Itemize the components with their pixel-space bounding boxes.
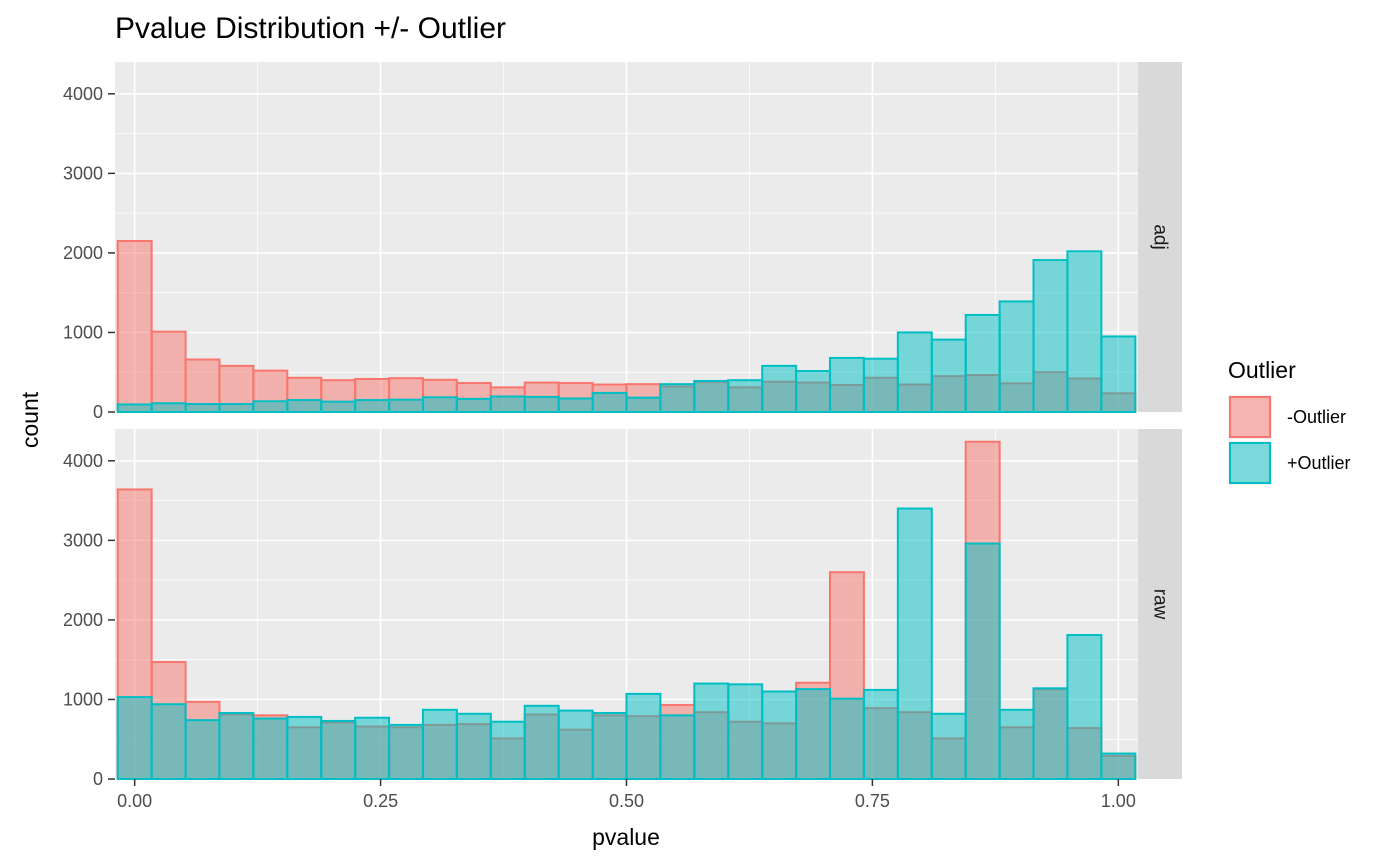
bar bbox=[998, 708, 1035, 781]
bar bbox=[761, 690, 798, 780]
bar bbox=[150, 402, 187, 413]
bar bbox=[523, 395, 560, 413]
chart-title: Pvalue Distribution +/- Outlier bbox=[115, 12, 506, 45]
bar bbox=[286, 399, 323, 413]
legend: -Outlier +Outlier bbox=[1228, 395, 1351, 485]
bar bbox=[727, 683, 764, 780]
bar bbox=[693, 682, 730, 781]
y-tick-label: 4000 bbox=[63, 84, 103, 104]
legend-key-swatch bbox=[1229, 442, 1271, 484]
bar bbox=[252, 400, 289, 413]
bar bbox=[828, 697, 865, 781]
bar bbox=[659, 383, 696, 413]
bar bbox=[218, 403, 255, 413]
y-axis-title: count bbox=[17, 391, 43, 448]
bar bbox=[320, 719, 357, 781]
facet-strip-label: raw bbox=[1150, 589, 1171, 620]
facet-strip bbox=[1138, 429, 1182, 779]
bar bbox=[693, 379, 730, 413]
bar bbox=[591, 391, 628, 413]
bar bbox=[930, 712, 967, 780]
bar bbox=[828, 356, 865, 413]
bar bbox=[116, 696, 153, 780]
x-tick-label: 0.75 bbox=[855, 791, 890, 811]
bar bbox=[930, 338, 967, 414]
bar bbox=[557, 709, 594, 780]
bar bbox=[421, 396, 458, 413]
series-plus-outlier bbox=[116, 250, 1137, 414]
bar bbox=[489, 395, 526, 414]
facet-panel-raw: 0 1000 2000 3000 4000 raw bbox=[63, 429, 1182, 789]
legend-label: -Outlier bbox=[1287, 407, 1346, 427]
x-tick-label: 0.00 bbox=[117, 791, 152, 811]
bar bbox=[795, 370, 832, 413]
x-axis: 0.00 0.25 0.50 0.75 1.00 bbox=[117, 779, 1136, 811]
y-tick-label: 0 bbox=[93, 402, 103, 422]
bar bbox=[964, 542, 1001, 781]
bar bbox=[320, 400, 357, 413]
bar bbox=[862, 357, 899, 414]
bar bbox=[421, 708, 458, 781]
legend-item: +Outlier bbox=[1228, 441, 1351, 485]
bar bbox=[1066, 634, 1103, 780]
bar bbox=[286, 715, 323, 780]
bar bbox=[557, 397, 594, 413]
legend-label: +Outlier bbox=[1287, 453, 1351, 473]
bar bbox=[964, 313, 1001, 414]
y-tick-label: 3000 bbox=[63, 530, 103, 550]
y-tick-label: 3000 bbox=[63, 163, 103, 183]
bar bbox=[150, 703, 187, 781]
bar bbox=[896, 331, 933, 414]
bar bbox=[625, 396, 662, 414]
bar bbox=[116, 403, 153, 413]
bar bbox=[1032, 259, 1069, 413]
bar bbox=[388, 723, 425, 781]
bar bbox=[523, 704, 560, 780]
y-tick-label: 0 bbox=[93, 769, 103, 789]
facet-strip-label: adj bbox=[1150, 224, 1171, 249]
bar bbox=[218, 711, 255, 781]
bar bbox=[998, 300, 1035, 414]
legend-key-swatch bbox=[1229, 396, 1271, 438]
bar bbox=[591, 711, 628, 781]
y-tick-label: 1000 bbox=[63, 322, 103, 342]
bar bbox=[455, 712, 492, 780]
bar bbox=[150, 330, 187, 413]
bar bbox=[184, 719, 221, 780]
facet-panel-adj: 0 1000 2000 3000 4000 adj bbox=[63, 62, 1182, 422]
bar bbox=[252, 717, 289, 781]
bar bbox=[659, 714, 696, 781]
y-tick-label: 2000 bbox=[63, 610, 103, 630]
y-tick-label: 1000 bbox=[63, 689, 103, 709]
plot-area: 0 1000 2000 3000 4000 adj 0 1000 2000 3000 4000 raw… bbox=[63, 62, 1182, 811]
bar bbox=[896, 507, 933, 780]
legend-item: -Outlier bbox=[1228, 395, 1346, 439]
bar bbox=[727, 379, 764, 414]
bar bbox=[354, 716, 391, 780]
bar bbox=[1100, 335, 1137, 414]
bar bbox=[489, 720, 526, 781]
bar bbox=[388, 398, 425, 413]
x-axis-title: pvalue bbox=[592, 824, 660, 850]
bar bbox=[625, 692, 662, 780]
bar bbox=[184, 403, 221, 413]
bar bbox=[354, 399, 391, 413]
bar bbox=[1032, 687, 1069, 780]
x-tick-label: 0.25 bbox=[363, 791, 398, 811]
facet-strip bbox=[1138, 62, 1182, 412]
bar bbox=[761, 364, 798, 414]
bar bbox=[862, 688, 899, 781]
x-tick-label: 1.00 bbox=[1101, 791, 1136, 811]
bar bbox=[795, 688, 832, 781]
y-tick-label: 2000 bbox=[63, 243, 103, 263]
legend-title: Outlier bbox=[1228, 357, 1296, 383]
series-plus-outlier bbox=[116, 507, 1137, 781]
y-tick-label: 4000 bbox=[63, 451, 103, 471]
x-tick-label: 0.50 bbox=[609, 791, 644, 811]
bar bbox=[116, 239, 153, 413]
bar bbox=[1100, 752, 1137, 781]
bar bbox=[455, 397, 492, 413]
bar bbox=[1066, 250, 1103, 413]
